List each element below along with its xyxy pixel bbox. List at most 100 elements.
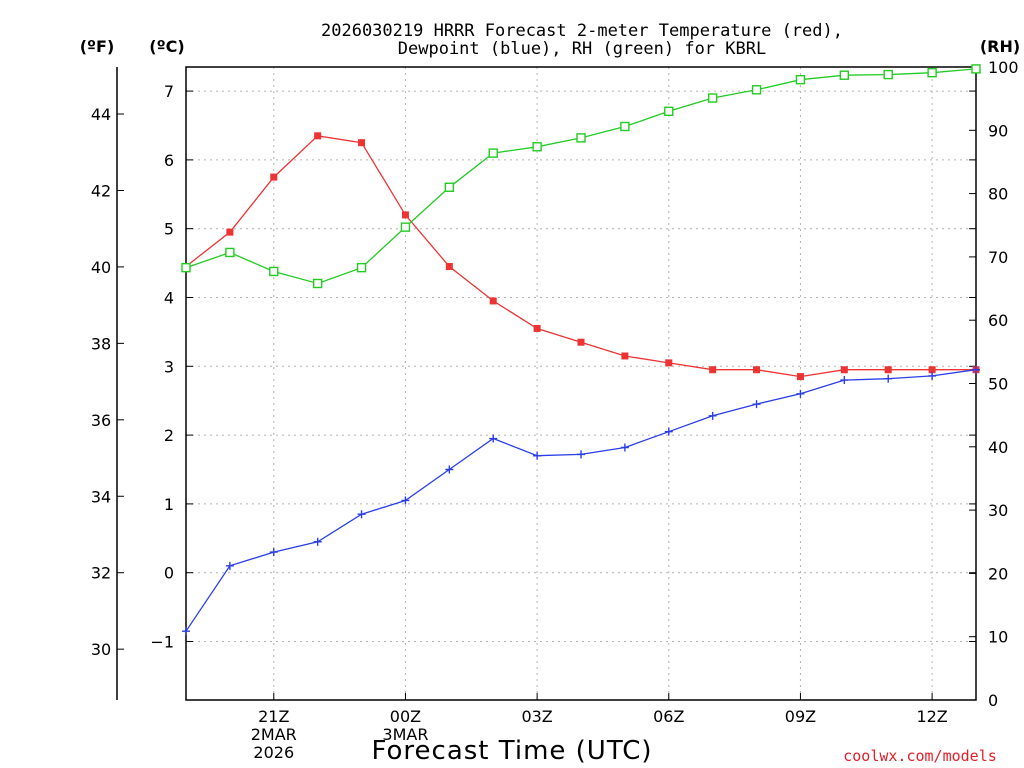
rh-point [664, 106, 674, 117]
temperature-point [401, 211, 409, 219]
rh-point [532, 142, 542, 152]
x-tick-label: 12Z [916, 707, 947, 726]
temperature-point [840, 366, 848, 374]
rh-tick-label: 90 [988, 121, 1008, 140]
celsius-tick-label: −1 [150, 633, 174, 652]
dewpoint-point [225, 561, 234, 570]
dewpoint-point [445, 465, 454, 474]
dewpoint-point [928, 371, 937, 380]
rh-tick-label: 50 [988, 375, 1008, 394]
temperature-point [709, 366, 717, 374]
temperature-point [884, 366, 892, 374]
celsius-tick-label: 1 [164, 495, 174, 514]
temperature-point [314, 132, 322, 140]
x-tick-label: 00Z [390, 707, 421, 726]
temperature-point [577, 338, 585, 346]
celsius-tick-label: 5 [164, 220, 174, 239]
dewpoint-point [489, 434, 498, 443]
celsius-tick-label: 0 [164, 564, 174, 583]
rh-tick-label: 30 [988, 501, 1008, 520]
rh-point [707, 93, 718, 103]
rh-tick-label: 80 [988, 185, 1008, 204]
plot-frame [185, 66, 977, 701]
dewpoint-point [972, 365, 980, 374]
rh-point [620, 121, 630, 132]
rh-unit-label: (RH) [980, 37, 1020, 56]
rh-point [795, 74, 806, 85]
celsius-tick-label: 3 [164, 357, 174, 376]
fahrenheit-tick-label: 32 [91, 564, 111, 583]
dewpoint-point [664, 427, 673, 436]
credit-text: coolwx.com/models [843, 747, 997, 765]
celsius-unit-label: (ºC) [149, 37, 184, 56]
rh-tick-label: 10 [988, 628, 1008, 647]
fahrenheit-tick-label: 40 [91, 258, 111, 277]
x-tick-label: 2026 [253, 743, 294, 762]
celsius-tick-label: 4 [164, 288, 174, 307]
temperature-point [226, 228, 234, 236]
dewpoint-line [185, 369, 977, 632]
chart-title-line1: 2026030219 HRRR Forecast 2-meter Tempera… [321, 21, 843, 41]
temperature-point [270, 173, 278, 181]
rh-point [356, 262, 367, 273]
temperature-point [533, 324, 541, 332]
temperature-point [621, 352, 629, 360]
x-tick-label: 21Z [258, 707, 289, 726]
temperature-point [753, 366, 761, 374]
temperature-point [358, 139, 366, 147]
rh-point [225, 247, 235, 258]
temperature-point [796, 373, 804, 381]
fahrenheit-unit-label: (ºF) [80, 37, 115, 56]
rh-point [269, 266, 279, 277]
axes [116, 66, 977, 701]
rh-tick-label: 0 [988, 691, 998, 710]
rh-point [312, 278, 323, 289]
x-tick-label: 06Z [653, 707, 684, 726]
rh-point [751, 85, 762, 95]
gridlines [186, 67, 976, 700]
rh-point [883, 69, 893, 80]
fahrenheit-tick-label: 44 [91, 105, 111, 124]
dewpoint-point [269, 548, 278, 557]
dewpoint-point [357, 510, 366, 519]
dewpoint-point [533, 451, 542, 460]
rh-tick-label: 100 [988, 58, 1019, 77]
celsius-tick-label: 7 [164, 82, 174, 101]
x-tick-label: 2MAR [251, 725, 297, 744]
data-series [181, 64, 981, 636]
fahrenheit-tick-label: 38 [91, 334, 111, 353]
celsius-tick-label: 6 [164, 151, 174, 170]
dewpoint-point [708, 411, 717, 420]
fahrenheit-tick-label: 36 [91, 411, 111, 430]
tick-labels: −101234567303234363840424401020304050607… [91, 58, 1019, 762]
dewpoint-point [401, 496, 410, 505]
dewpoint-point [620, 443, 629, 452]
dewpoint-point [752, 400, 761, 409]
celsius-tick-label: 2 [164, 426, 174, 445]
rh-point [839, 70, 850, 80]
dewpoint-point [884, 374, 893, 383]
rh-point [488, 148, 498, 158]
x-axis-label: Forecast Time (UTC) [371, 736, 652, 766]
rh-point [971, 64, 981, 74]
dewpoint-point [577, 450, 585, 459]
temperature-point [665, 359, 673, 367]
x-tick-label: 03Z [521, 707, 552, 726]
dewpoint-point [840, 376, 849, 385]
rh-point [444, 182, 455, 192]
rh-point [576, 133, 586, 143]
rh-tick-label: 40 [988, 438, 1008, 457]
x-tick-label: 09Z [785, 707, 816, 726]
chart-title-line2: Dewpoint (blue), RH (green) for KBRL [398, 39, 766, 59]
temperature-point [445, 263, 453, 271]
rh-point [181, 262, 191, 273]
rh-line [185, 68, 977, 285]
fahrenheit-tick-label: 34 [91, 487, 111, 506]
temperature-point [928, 366, 936, 374]
dewpoint-point [796, 389, 805, 398]
rh-point [927, 67, 937, 78]
rh-tick-label: 70 [988, 248, 1008, 267]
fahrenheit-tick-label: 42 [91, 181, 111, 200]
temperature-point [489, 297, 497, 305]
rh-tick-label: 60 [988, 311, 1008, 330]
